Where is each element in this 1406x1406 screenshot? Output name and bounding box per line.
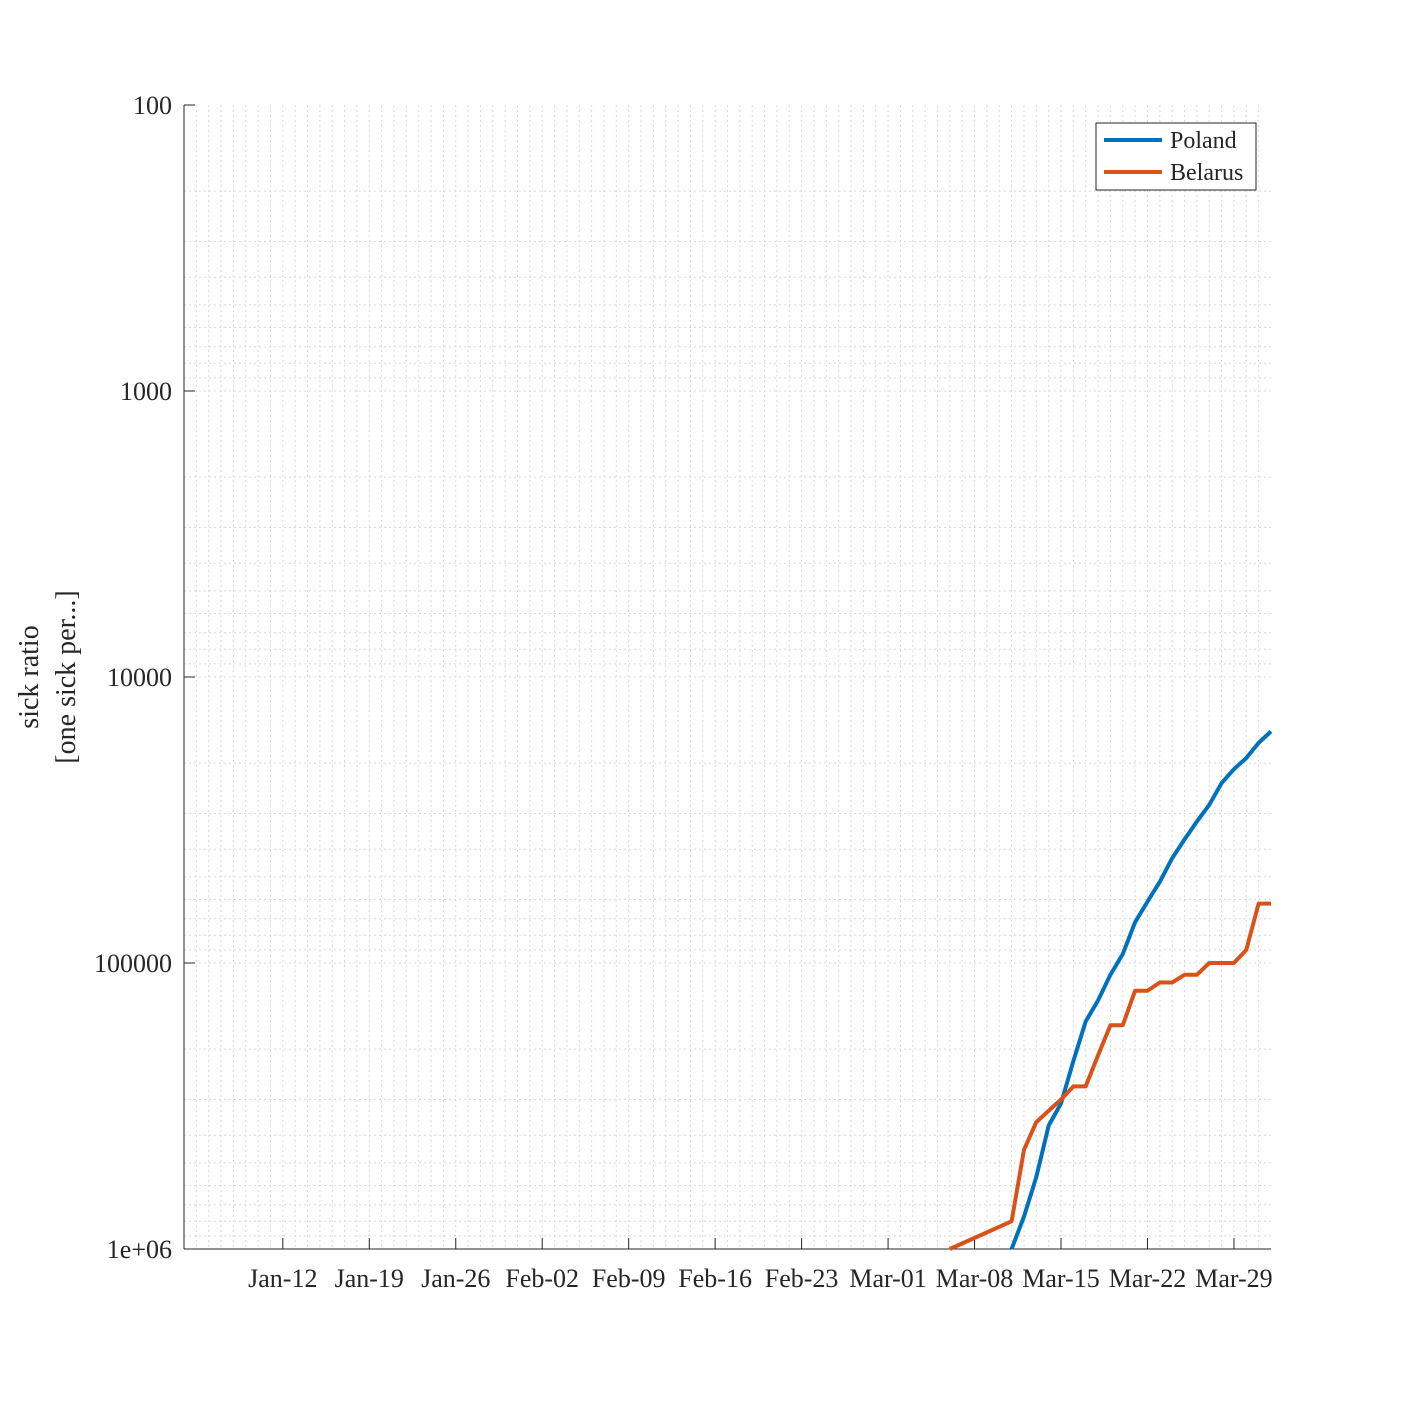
x-tick-label: Feb-02 bbox=[505, 1264, 579, 1293]
legend-label-poland: Poland bbox=[1170, 128, 1237, 154]
x-tick-label: Jan-12 bbox=[248, 1264, 317, 1293]
y-tick-labels: 100 1000 10000 100000 1e+06 bbox=[94, 91, 172, 1264]
y-tick-label: 100000 bbox=[94, 949, 172, 978]
x-tick-label: Mar-01 bbox=[849, 1264, 926, 1293]
y-tick-label: 10000 bbox=[107, 663, 172, 692]
x-tick-label: Jan-19 bbox=[335, 1264, 404, 1293]
series-lines bbox=[948, 729, 1273, 1251]
axes bbox=[183, 104, 1271, 1250]
legend-label-belarus: Belarus bbox=[1170, 160, 1243, 186]
y-tick-label: 1e+06 bbox=[107, 1235, 172, 1264]
y-tick-label: 1000 bbox=[120, 377, 172, 406]
x-tick-label: Mar-29 bbox=[1195, 1264, 1272, 1293]
y-axis-label-line-1: sick ratio bbox=[14, 625, 45, 728]
x-tick-labels: Jan-12 Jan-19 Jan-26 Feb-02 Feb-09 Feb-16 Feb-… bbox=[248, 1264, 1273, 1293]
y-axis-label-line-2: [one sick per...] bbox=[51, 590, 82, 763]
x-tick-label: Mar-08 bbox=[936, 1264, 1013, 1293]
x-tick-label: Feb-23 bbox=[765, 1264, 839, 1293]
grid-lines bbox=[184, 105, 1271, 1249]
x-tick-label: Jan-26 bbox=[421, 1264, 490, 1293]
legend: Poland Belarus bbox=[1095, 122, 1257, 191]
x-tick-label: Feb-09 bbox=[592, 1264, 666, 1293]
x-tick-label: Mar-15 bbox=[1022, 1264, 1099, 1293]
series-line-belarus bbox=[948, 901, 1271, 1251]
y-tick-label: 100 bbox=[133, 91, 172, 120]
y-axis-label: sick ratio [one sick per...] bbox=[14, 590, 82, 763]
x-tick-label: Mar-22 bbox=[1109, 1264, 1186, 1293]
series-line-poland bbox=[1009, 729, 1273, 1250]
legend-box bbox=[1095, 122, 1257, 191]
x-tick-label: Feb-16 bbox=[678, 1264, 752, 1293]
